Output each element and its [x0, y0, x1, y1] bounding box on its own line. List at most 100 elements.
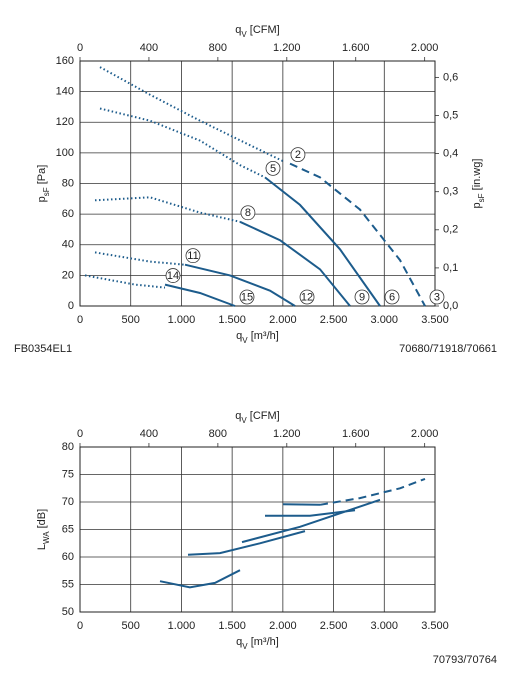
y-tick-label: 80	[62, 177, 74, 189]
curve	[241, 498, 381, 544]
x2-tick-label: 1.200	[273, 428, 301, 440]
x-tick-label: 1.000	[168, 314, 196, 326]
curve-label: 3	[434, 291, 440, 303]
x2-tick-label: 2.000	[411, 42, 439, 54]
label-unit: [m³/h]	[248, 636, 279, 648]
figure-code: 70680/71918/70661	[399, 343, 497, 355]
x2-tick-label: 0	[77, 42, 83, 54]
curve-label-circle	[290, 147, 306, 162]
plot-frame	[79, 446, 436, 613]
y-tick-label: 80	[62, 441, 74, 453]
y-tick-label: 20	[62, 269, 74, 281]
x-tick-label: 0	[77, 620, 83, 632]
curve-label-circle	[265, 160, 281, 176]
x-axis-label: qV [m³/h]	[236, 330, 279, 345]
curve-label-circle	[384, 289, 400, 305]
curve	[159, 569, 241, 589]
x2-tick-label: 1.600	[342, 42, 370, 54]
curve	[84, 274, 166, 289]
x-tick-label: 1.000	[168, 620, 196, 632]
curve-label-circle	[239, 289, 255, 305]
y2-axis-label: psF [in.wg]	[471, 159, 486, 209]
curve	[319, 477, 426, 506]
curve-label-circle	[354, 289, 370, 305]
x2-tick-label: 1.200	[273, 42, 301, 54]
x2-tick-label: 1.600	[342, 428, 370, 440]
curve	[239, 220, 351, 307]
x2-tick-label: 0	[77, 428, 83, 440]
label-symbol: q	[235, 24, 241, 36]
curve-label: 14	[167, 270, 179, 282]
label-unit: [CFM]	[247, 24, 280, 36]
y-tick-label: 60	[62, 208, 74, 220]
y-tick-label: 75	[62, 468, 74, 480]
curve-label-circle	[185, 248, 201, 264]
x2-axis-label: qV [CFM]	[235, 24, 279, 39]
y2-tick-label: 0,3	[443, 186, 458, 198]
y2-tick-label: 0,1	[443, 262, 458, 274]
curve-label: 8	[245, 207, 251, 219]
label-unit: [Pa]	[36, 165, 48, 188]
x-tick-label: 2.000	[269, 314, 297, 326]
y2-tick-label: 0,0	[443, 300, 458, 312]
label-symbol: q	[236, 330, 242, 342]
curve-label-circle	[165, 268, 181, 283]
x-tick-label: 3.500	[421, 620, 449, 632]
x2-tick-label: 400	[140, 42, 158, 54]
label-subscript: V	[242, 336, 248, 345]
y-tick-label: 0	[68, 300, 74, 312]
x-tick-label: 2.500	[320, 314, 348, 326]
y-axis-label: LWA [dB]	[36, 509, 51, 550]
curve-label-circle	[240, 205, 256, 221]
y2-tick-label: 0,6	[443, 71, 458, 83]
y-tick-label: 55	[62, 578, 74, 590]
curve	[99, 66, 286, 164]
y-tick-label: 140	[56, 86, 74, 98]
curve-label: 11	[187, 250, 198, 262]
label-subscript: V	[241, 30, 247, 39]
figure-code: 70793/70764	[433, 654, 497, 666]
x-tick-label: 2.500	[320, 620, 348, 632]
label-unit: [CFM]	[247, 410, 280, 422]
y2-tick-label: 0,5	[443, 109, 458, 121]
label-unit: [dB]	[36, 509, 48, 532]
plot-frame	[79, 60, 436, 307]
label-symbol: q	[236, 636, 242, 648]
label-subscript: WA	[42, 531, 51, 544]
x-tick-label: 3.000	[371, 620, 399, 632]
label-symbol: L	[36, 544, 48, 550]
curve	[265, 509, 356, 517]
label-symbol: p	[36, 196, 48, 202]
x2-tick-label: 800	[209, 42, 227, 54]
curve	[94, 196, 241, 223]
label-symbol: p	[471, 202, 483, 208]
y-tick-label: 50	[62, 606, 74, 618]
x2-tick-label: 400	[140, 428, 158, 440]
x-tick-label: 3.000	[371, 314, 399, 326]
label-subscript: sF	[477, 193, 486, 202]
label-unit: [m³/h]	[248, 330, 279, 342]
curve-label: 12	[301, 291, 313, 303]
y-tick-label: 60	[62, 551, 74, 563]
x2-tick-label: 800	[209, 428, 227, 440]
y-tick-label: 120	[56, 116, 74, 128]
y2-tick-label: 0,2	[443, 224, 458, 236]
label-subscript: sF	[42, 187, 51, 196]
y-tick-label: 65	[62, 523, 74, 535]
x2-tick-label: 2.000	[411, 428, 439, 440]
curve-label-circle	[429, 289, 445, 305]
curve	[187, 530, 306, 556]
curve-label: 15	[241, 291, 253, 303]
x-tick-label: 3.500	[421, 314, 449, 326]
x-tick-label: 2.000	[269, 620, 297, 632]
curve	[99, 107, 266, 179]
figure-code: FB0354EL1	[14, 343, 72, 355]
curve	[282, 503, 321, 506]
label-subscript: V	[241, 416, 247, 425]
curve-label: 5	[270, 163, 276, 175]
x-tick-label: 1.500	[218, 620, 246, 632]
label-subscript: V	[242, 642, 248, 651]
y-axis-label: psF [Pa]	[36, 165, 51, 203]
